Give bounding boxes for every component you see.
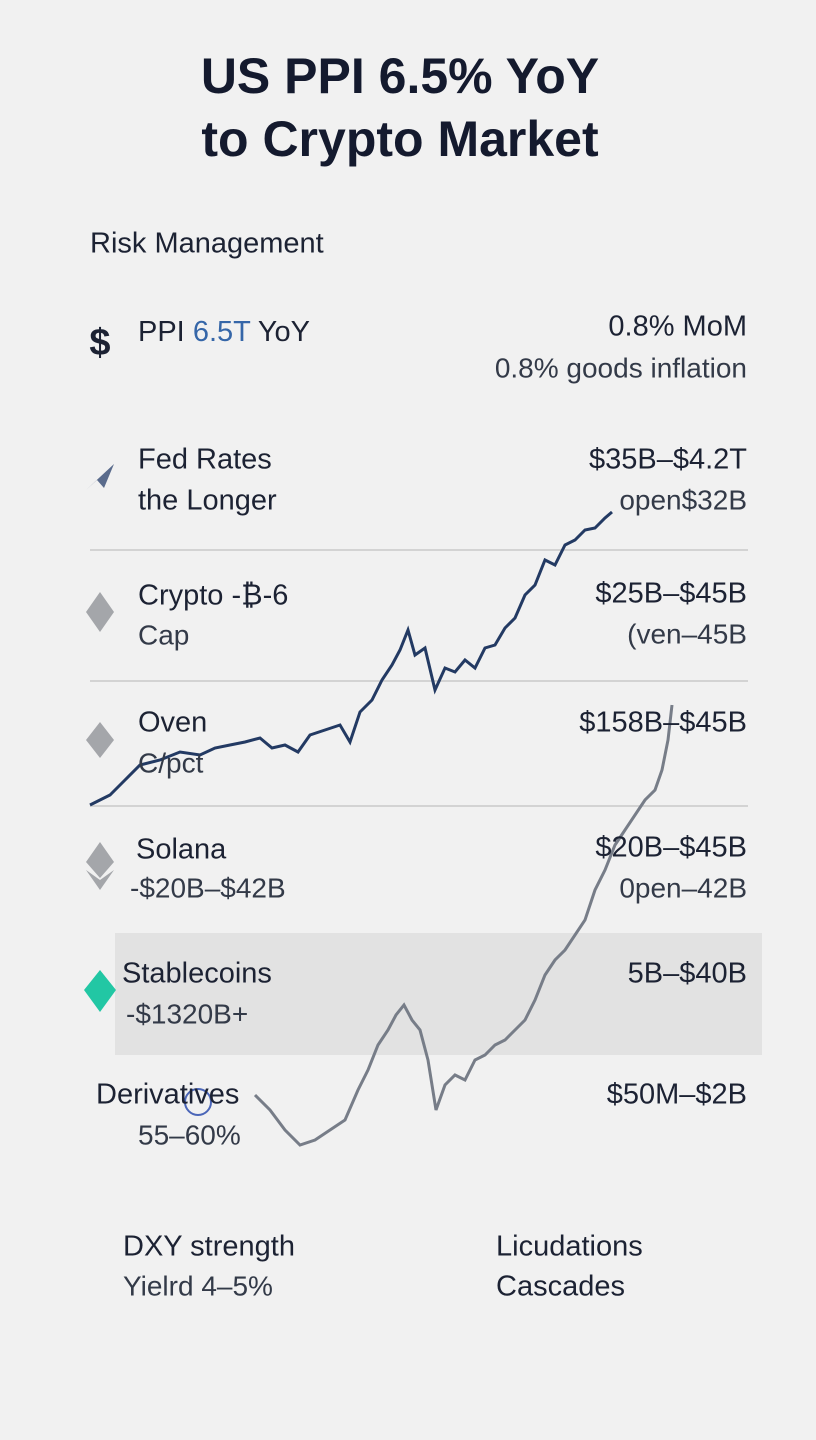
row-label: Solana [136, 834, 227, 866]
row-sub: -$1320B+ [126, 998, 248, 1029]
label-part: 6.5T [193, 316, 251, 348]
label-part: PPI [138, 316, 193, 348]
row-value: $25B–$45B [595, 578, 747, 610]
dollar-icon: $ [89, 322, 110, 364]
row-sub: Cap [138, 619, 189, 650]
row-sub: C/pct [138, 747, 204, 778]
row-subvalue: 0.8% goods inflation [495, 352, 747, 383]
row-label: Derivatives [96, 1079, 239, 1111]
title-line: to Crypto Market [201, 111, 599, 167]
trend-curve [89, 510, 613, 807]
highlight [115, 933, 762, 1055]
footer-sub: Yielrd 4–5% [123, 1270, 273, 1301]
section-heading: Risk Management [90, 228, 324, 260]
footer-sub: Cascades [496, 1271, 625, 1303]
stablecoin-icon [84, 970, 116, 1012]
title-line: US PPI 6.5% YoY [201, 48, 599, 104]
row-sub: 55–60% [138, 1119, 241, 1150]
row-value: $50M–$2B [607, 1079, 747, 1111]
arrow-icon [86, 464, 114, 490]
row-subvalue: (ven–45B [627, 618, 747, 649]
footer-title: DXY strength [123, 1231, 295, 1263]
row-sub: the Longer [138, 485, 277, 517]
label-part: YoY [250, 316, 310, 348]
row-subvalue: 0pen–42B [619, 872, 747, 903]
trend-curve [253, 704, 674, 1147]
row-value: 5B–$40B [628, 958, 747, 990]
row-value: $20B–$45B [595, 832, 747, 864]
row-label: PPI 6.5T YoY [138, 316, 310, 348]
derivatives-icon [184, 1088, 212, 1116]
row-value: 0.8% MoM [608, 311, 747, 343]
row-label: Stablecoins [122, 958, 272, 990]
footer-title: Licudations [496, 1231, 643, 1263]
diamond-icon [86, 592, 114, 632]
row-value: $158B–$45B [579, 707, 747, 739]
diamond-icon [86, 722, 114, 758]
row-label: Fed Rates [138, 444, 272, 476]
row-label: Oven [138, 707, 207, 739]
row-label: Crypto -₿-6 [138, 580, 288, 612]
row-subvalue: open$32B [619, 484, 747, 515]
diamond-icon [86, 842, 114, 890]
row-sub: -$20B–$42B [130, 872, 286, 903]
row-value: $35B–$4.2T [589, 444, 747, 476]
